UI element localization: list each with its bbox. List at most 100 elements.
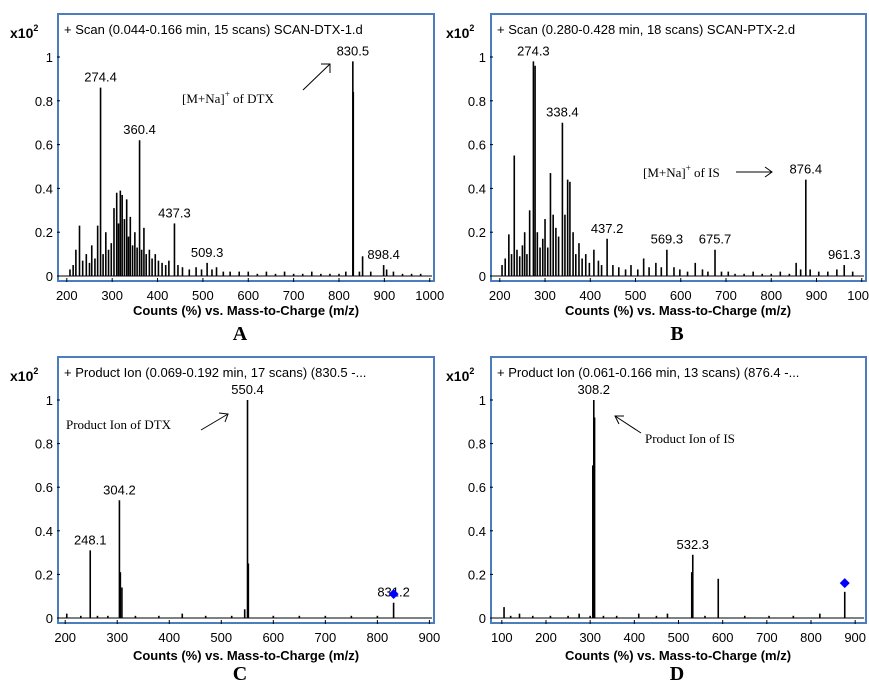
peak-label: 308.2 — [578, 382, 611, 397]
panel-c: x102 + Product Ion (0.069-0.192 min, 17 … — [10, 356, 441, 684]
y-multiplier: x102 — [10, 23, 38, 41]
plot-frame — [57, 13, 435, 282]
x-axis: 200 300 400 500 600 700 800 900 1000 — [489, 275, 869, 303]
x-tick-label: 200 — [489, 288, 511, 303]
peak-label: 961.3 — [828, 247, 861, 262]
peak-label: 248.1 — [74, 532, 107, 547]
x-tick-label: 500 — [192, 288, 214, 303]
peak-label: 437.3 — [158, 205, 191, 220]
x-tick-label: 600 — [237, 288, 259, 303]
y-tick-label: 0 — [479, 269, 486, 284]
selected-peak-marker — [388, 589, 399, 600]
chart-title: + Scan (0.280-0.428 min, 18 scans) SCAN-… — [497, 22, 795, 37]
x-tick-label: 800 — [367, 630, 389, 645]
peak-label: 830.5 — [337, 43, 370, 58]
y-tick-label: 1 — [479, 393, 486, 408]
annotation-arrowhead — [764, 166, 773, 178]
x-tick-label: 300 — [106, 630, 128, 645]
y-tick-label: 0.2 — [35, 225, 53, 240]
y-tick-label: 0.2 — [35, 567, 53, 582]
y-tick-label: 1 — [46, 393, 53, 408]
annotation-label: [M+Na]+ of IS — [643, 163, 720, 180]
y-tick-label: 0.8 — [468, 437, 486, 452]
peak-label: 550.4 — [231, 382, 264, 397]
panel-letter: A — [233, 323, 248, 345]
annotation-label: [M+Na]+ of DTX — [182, 89, 274, 106]
x-tick-label: 300 — [101, 288, 123, 303]
y-tick-label: 0 — [46, 611, 53, 626]
x-tick-label: 800 — [328, 288, 350, 303]
chart-title: + Scan (0.044-0.166 min, 15 scans) SCAN-… — [64, 22, 363, 37]
y-tick-label: 0 — [46, 269, 53, 284]
x-tick-label: 700 — [715, 288, 737, 303]
annotation-arrowhead — [321, 63, 331, 73]
x-tick-label: 400 — [623, 630, 645, 645]
y-tick-label: 0.4 — [35, 181, 53, 196]
x-tick-label: 900 — [374, 288, 396, 303]
peak-label: 338.4 — [546, 105, 579, 120]
x-tick-label: 400 — [579, 288, 601, 303]
x-tick-label: 600 — [670, 288, 692, 303]
peak-label: 509.3 — [191, 245, 224, 260]
panel-letter: B — [670, 323, 683, 345]
x-axis-label: Counts (%) vs. Mass-to-Charge (m/z) — [133, 303, 359, 318]
annotation-label: Product Ion of IS — [645, 431, 735, 446]
x-tick-label: 500 — [625, 288, 647, 303]
y-tick-label: 0.4 — [468, 524, 486, 539]
x-tick-label: 600 — [262, 630, 284, 645]
panel-a: x102 + Scan (0.044-0.166 min, 15 scans) … — [10, 13, 444, 345]
annotation-label: Product Ion of DTX — [66, 417, 172, 432]
x-tick-label: 200 — [535, 630, 557, 645]
peak-label: 675.7 — [699, 232, 732, 247]
plot-frame — [490, 13, 867, 282]
y-tick-label: 0.6 — [468, 138, 486, 153]
x-tick-label: 900 — [419, 630, 441, 645]
peak-label: 437.2 — [591, 221, 624, 236]
x-tick-label: 300 — [579, 630, 601, 645]
peak-labels: 308.2 532.3 — [578, 382, 710, 552]
spectrum — [65, 400, 395, 618]
x-tick-label: 200 — [54, 630, 76, 645]
chart-title: + Product Ion (0.069-0.192 min, 17 scans… — [64, 365, 366, 380]
chart-title: + Product Ion (0.061-0.166 min, 13 scans… — [497, 365, 799, 380]
x-tick-label: 700 — [756, 630, 778, 645]
y-multiplier: x102 — [446, 366, 474, 384]
peak-label: 898.4 — [367, 247, 400, 262]
annotation-arrow — [200, 413, 229, 431]
x-tick-label: 1000 — [847, 288, 869, 303]
y-tick-label: 0 — [479, 611, 486, 626]
y-tick-label: 0.6 — [35, 138, 53, 153]
peak-label: 274.3 — [517, 43, 550, 58]
x-axis-label: Counts (%) vs. Mass-to-Charge (m/z) — [133, 648, 359, 663]
selected-marker — [388, 589, 399, 600]
selected-peak-marker — [839, 578, 850, 589]
panel-b: x102 + Scan (0.280-0.428 min, 18 scans) … — [446, 13, 869, 345]
y-axis: 0 0.2 0.4 0.6 0.8 1 — [35, 50, 60, 284]
x-tick-label: 900 — [806, 288, 828, 303]
selected-marker — [839, 578, 850, 589]
annotation-arrowhead — [614, 415, 624, 425]
y-tick-label: 0.8 — [468, 94, 486, 109]
x-tick-label: 300 — [534, 288, 556, 303]
x-tick-label: 900 — [844, 630, 866, 645]
peak-label: 876.4 — [790, 162, 823, 177]
y-tick-label: 0.6 — [468, 480, 486, 495]
x-axis: 200 300 400 500 600 700 800 900 1000 — [56, 275, 444, 303]
x-axis-label: Counts (%) vs. Mass-to-Charge (m/z) — [565, 648, 791, 663]
peak-label: 569.3 — [651, 232, 684, 247]
spectrum — [503, 400, 846, 618]
x-tick-label: 200 — [56, 288, 78, 303]
peak-label: 304.2 — [103, 482, 136, 497]
y-tick-label: 1 — [479, 50, 486, 65]
y-multiplier: x102 — [10, 366, 38, 384]
peak-labels: 274.3 338.4 437.2 569.3 675.7 876.4 961.3 — [517, 43, 860, 262]
x-tick-label: 400 — [147, 288, 169, 303]
y-tick-label: 0.4 — [35, 524, 53, 539]
panel-letter: C — [233, 663, 247, 684]
x-tick-label: 700 — [283, 288, 305, 303]
y-tick-label: 0.2 — [468, 567, 486, 582]
annotation-arrowhead — [218, 412, 229, 423]
x-tick-label: 1000 — [415, 288, 444, 303]
